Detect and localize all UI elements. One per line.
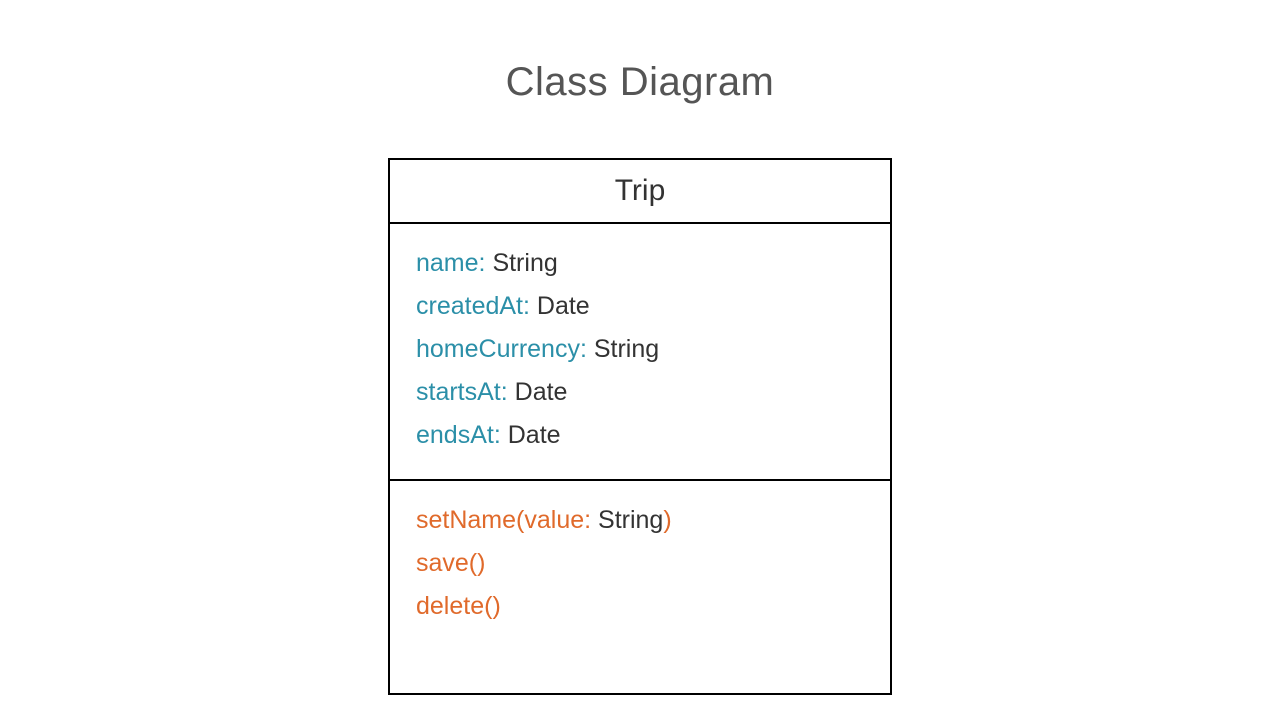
attribute-row: homeCurrency: String (416, 328, 864, 371)
method-row-spacer (416, 628, 864, 671)
method-row: delete() (416, 585, 864, 628)
method-signature-post: ) (663, 506, 671, 534)
attribute-name: startsAt: (416, 378, 508, 406)
attribute-row: name: String (416, 242, 864, 285)
attribute-type: Date (537, 292, 590, 320)
uml-class-box: Trip name: String createdAt: Date homeCu… (388, 158, 892, 695)
attribute-name: homeCurrency: (416, 335, 587, 363)
page-title: Class Diagram (0, 60, 1280, 105)
method-signature-pre: delete() (416, 592, 501, 620)
method-arg-type: String (598, 506, 663, 534)
attribute-row: startsAt: Date (416, 371, 864, 414)
page: Class Diagram Trip name: String createdA… (0, 0, 1280, 720)
method-signature-pre: setName(value: (416, 506, 598, 534)
methods-section: setName(value: String) save() delete() (390, 481, 890, 693)
attribute-name: createdAt: (416, 292, 530, 320)
attribute-type: String (594, 335, 659, 363)
method-signature-pre: save() (416, 549, 485, 577)
attribute-row: endsAt: Date (416, 414, 864, 457)
method-row: save() (416, 542, 864, 585)
attribute-row: createdAt: Date (416, 285, 864, 328)
attribute-type: String (492, 249, 557, 277)
method-row: setName(value: String) (416, 499, 864, 542)
class-name: Trip (390, 160, 890, 224)
attributes-section: name: String createdAt: Date homeCurrenc… (390, 224, 890, 481)
attribute-type: Date (508, 421, 561, 449)
attribute-name: name: (416, 249, 485, 277)
attribute-type: Date (515, 378, 568, 406)
attribute-name: endsAt: (416, 421, 501, 449)
